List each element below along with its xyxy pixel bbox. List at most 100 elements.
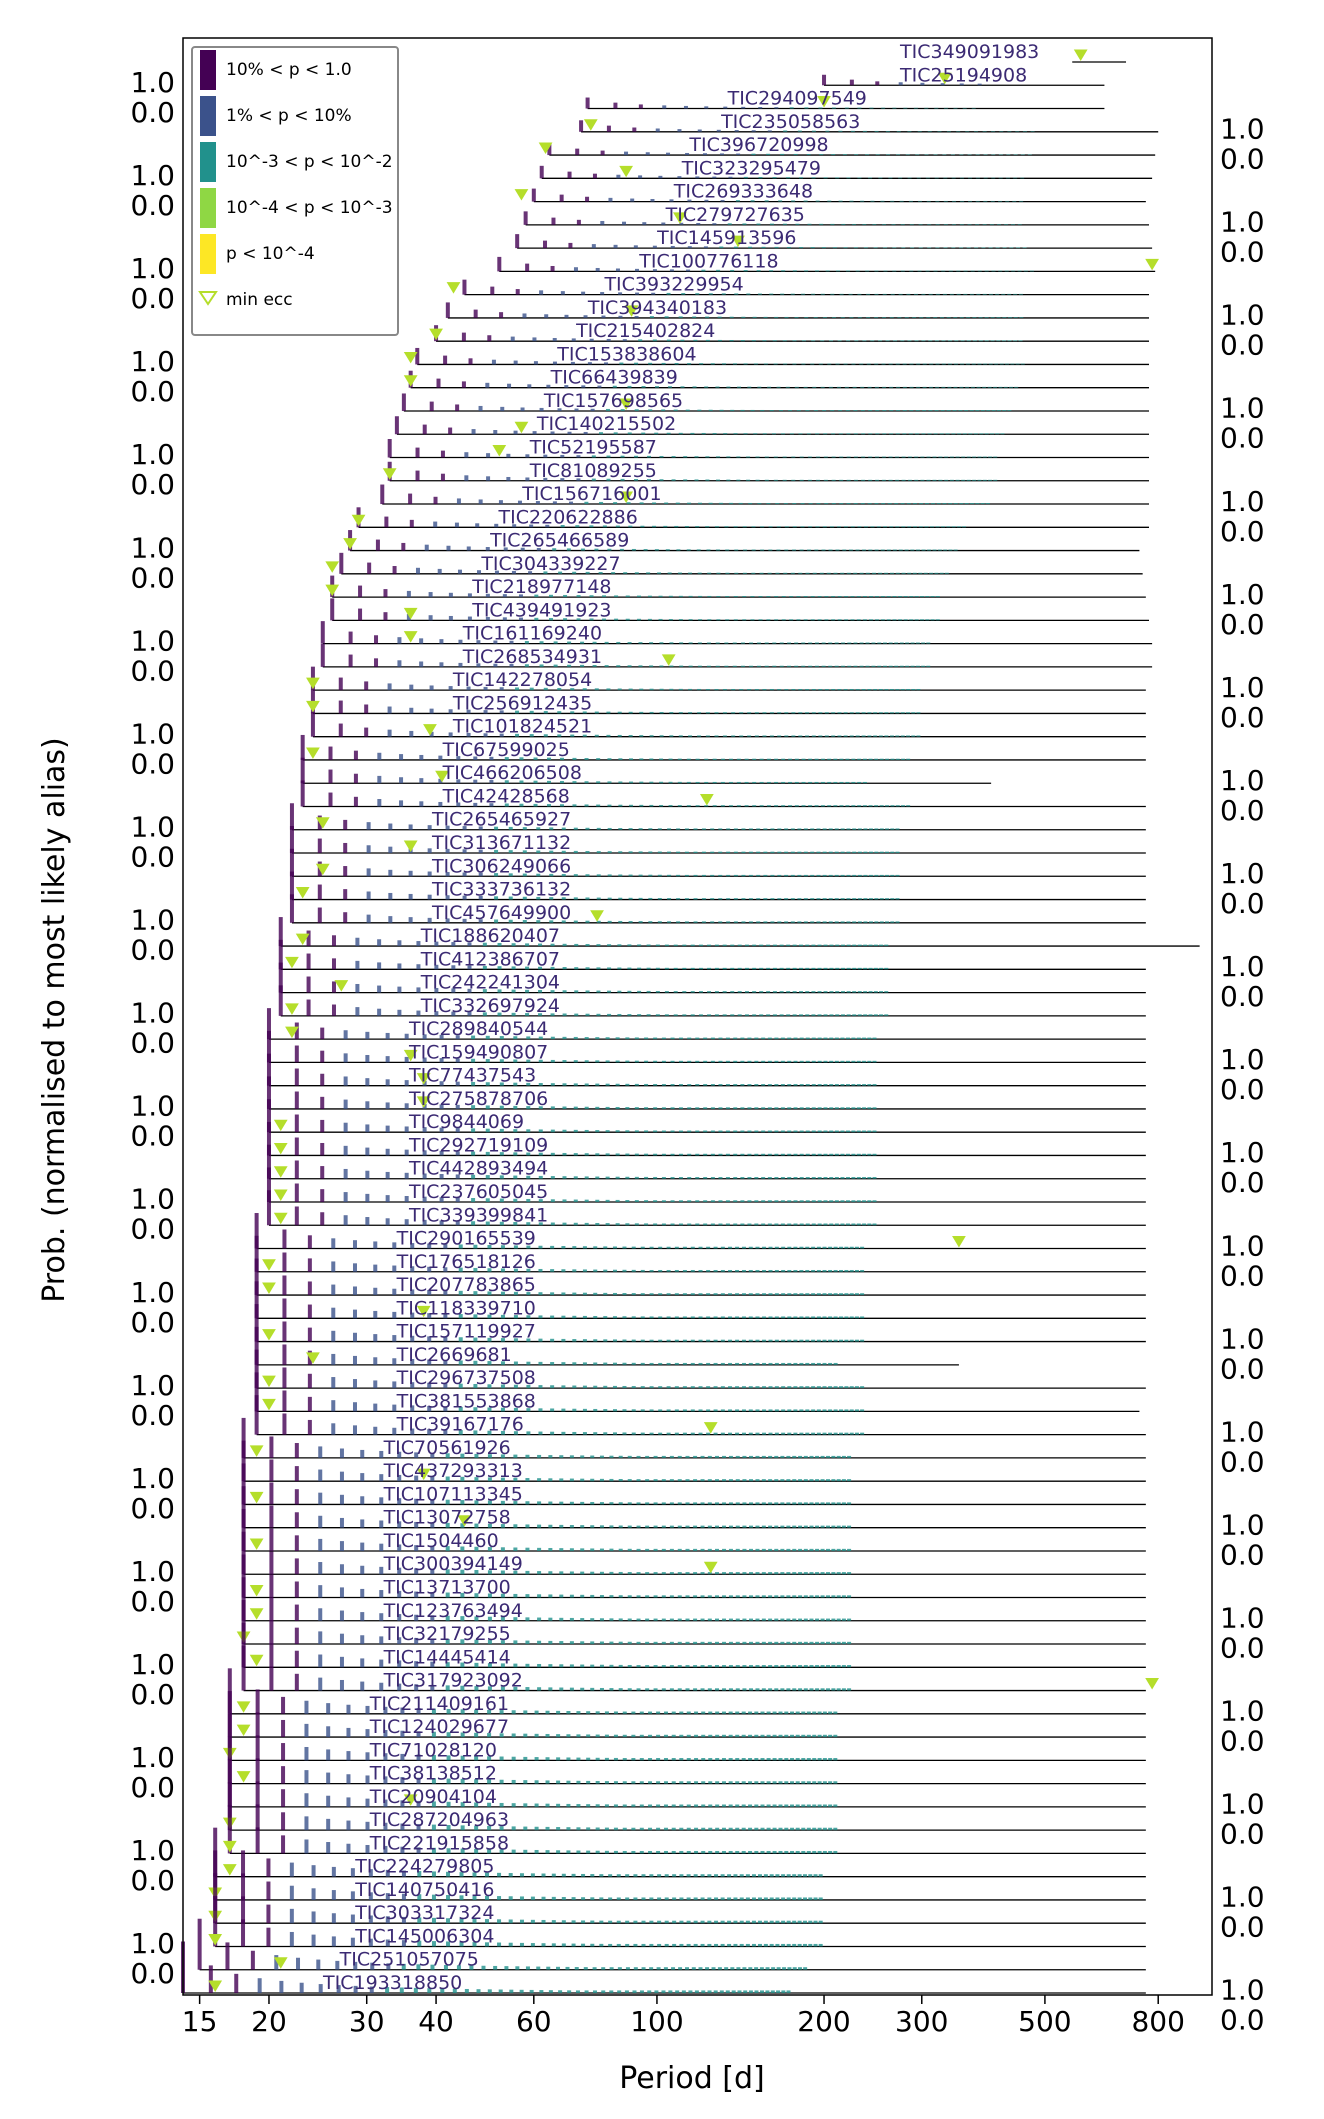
alias-bar <box>648 362 653 365</box>
alias-bar <box>781 1432 786 1435</box>
alias-bar <box>608 1943 613 1947</box>
alias-bar <box>833 1804 838 1807</box>
alias-bar <box>798 1665 803 1668</box>
alias-bar <box>392 1381 397 1389</box>
alias-bar <box>895 805 900 807</box>
alias-bar <box>831 619 836 621</box>
alias-bar <box>865 665 870 667</box>
alias-bar <box>653 1176 658 1179</box>
alias-bar <box>869 619 874 621</box>
alias-bar <box>595 1804 600 1807</box>
alias-bar <box>821 549 826 551</box>
alias-bar <box>445 1522 450 1528</box>
alias-bar <box>774 805 779 807</box>
alias-bar <box>792 944 797 947</box>
alias-bar <box>609 1595 614 1598</box>
alias-bar <box>666 1432 671 1435</box>
alias-bar <box>604 1711 609 1714</box>
alias-bar <box>748 1827 753 1831</box>
alias-bar <box>916 735 921 737</box>
alias-bar <box>815 1548 820 1551</box>
alias-bar <box>622 1246 627 1249</box>
alias-bar <box>757 502 762 505</box>
alias-bar <box>562 943 567 947</box>
alias-bar <box>805 944 810 947</box>
alias-bar <box>733 1177 738 1179</box>
alias-bar <box>415 447 420 458</box>
alias-bar <box>770 828 775 830</box>
alias-bar <box>648 897 653 900</box>
alias-bar <box>472 1872 477 1877</box>
alias-bar <box>519 780 524 784</box>
alias-bar <box>526 1268 531 1272</box>
alias-bar <box>900 340 905 342</box>
alias-bar <box>921 293 926 295</box>
alias-bar <box>350 1868 355 1877</box>
alias-bar <box>820 1502 825 1505</box>
alias-bar <box>546 1966 551 1970</box>
alias-bar <box>775 1874 780 1877</box>
alias-bar <box>770 1990 775 1993</box>
alias-bar <box>786 1479 791 1482</box>
alias-bar <box>805 1246 810 1249</box>
alias-bar <box>834 828 839 830</box>
alias-bar <box>774 316 779 318</box>
alias-bar <box>909 410 914 411</box>
alias-bar <box>703 1177 708 1179</box>
alias-bar <box>658 175 663 179</box>
alias-bar <box>644 1223 649 1226</box>
alias-bar <box>503 547 508 551</box>
alias-bar <box>654 386 659 388</box>
alias-bar <box>774 1153 779 1156</box>
alias-bar <box>241 1577 246 1621</box>
alias-bar <box>373 1380 378 1389</box>
alias-bar <box>666 339 671 342</box>
alias-bar <box>801 1758 806 1761</box>
alias-bar <box>422 1034 427 1040</box>
alias-bar <box>1022 247 1027 249</box>
alias-bar <box>839 1432 844 1435</box>
alias-bar <box>874 317 879 318</box>
alias-bar <box>431 1941 436 1947</box>
alias-bar <box>967 224 972 225</box>
alias-bar <box>294 1068 299 1086</box>
alias-bar <box>811 1362 816 1365</box>
alias-bar <box>618 897 623 900</box>
alias-bar <box>895 851 900 854</box>
alias-bar <box>569 1687 574 1691</box>
alias-bar <box>281 1789 286 1807</box>
alias-bar <box>740 665 745 667</box>
alias-bar <box>868 898 873 900</box>
alias-bar <box>697 129 702 132</box>
alias-bar <box>320 1212 325 1226</box>
alias-bar <box>525 1966 530 1970</box>
alias-bar <box>669 1548 674 1551</box>
alias-bar <box>576 1734 581 1738</box>
alias-bar <box>556 1757 561 1761</box>
alias-bar <box>269 1620 274 1645</box>
alias-bar <box>640 1269 645 1272</box>
alias-bar <box>720 1269 725 1272</box>
alias-bar <box>668 758 673 760</box>
alias-bar <box>688 665 693 667</box>
alias-bar <box>840 1084 845 1086</box>
alias-bar <box>326 1818 331 1831</box>
alias-bar <box>281 1696 286 1714</box>
alias-bar <box>850 596 855 598</box>
alias-bar <box>638 665 643 667</box>
alias-bar <box>733 1874 738 1877</box>
alias-bar <box>991 270 996 272</box>
alias-bar <box>677 176 682 179</box>
alias-bar <box>590 1478 595 1482</box>
alias-bar <box>856 596 861 598</box>
alias-bar <box>822 74 827 86</box>
alias-bar <box>823 1223 828 1226</box>
alias-bar <box>397 1590 402 1598</box>
alias-bar <box>687 363 692 365</box>
alias-bar <box>767 386 772 388</box>
alias-bar <box>641 1967 646 1970</box>
alias-bar <box>684 526 689 528</box>
alias-bar <box>856 1037 861 1040</box>
alias-bar <box>972 340 977 342</box>
alias-bar <box>640 1246 645 1249</box>
